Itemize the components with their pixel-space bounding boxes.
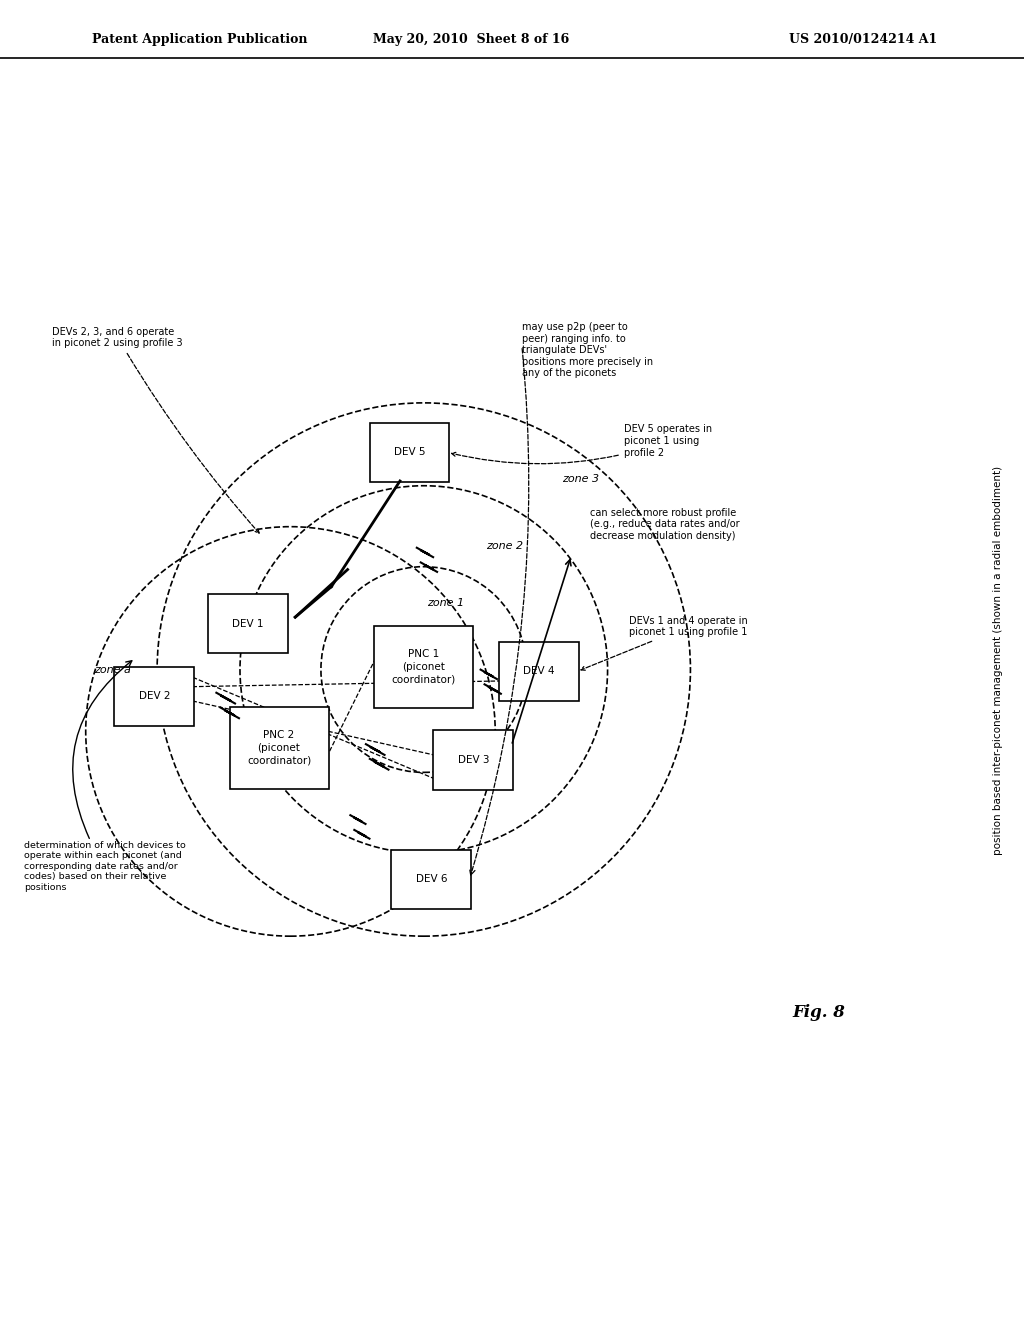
FancyBboxPatch shape [115, 667, 195, 726]
FancyBboxPatch shape [370, 422, 450, 482]
Text: DEVs 2, 3, and 6 operate
in piconet 2 using profile 3: DEVs 2, 3, and 6 operate in piconet 2 us… [52, 326, 259, 533]
FancyBboxPatch shape [499, 642, 579, 701]
Text: DEV 5: DEV 5 [394, 447, 425, 458]
Text: Fig. 8: Fig. 8 [793, 1003, 846, 1020]
Text: DEV 2: DEV 2 [138, 692, 170, 701]
Text: Patent Application Publication: Patent Application Publication [92, 33, 307, 46]
FancyBboxPatch shape [374, 626, 473, 708]
Text: DEV 3: DEV 3 [458, 755, 489, 766]
Text: zone 2: zone 2 [486, 541, 523, 550]
Text: DEVs 1 and 4 operate in
piconet 1 using profile 1: DEVs 1 and 4 operate in piconet 1 using … [581, 616, 748, 671]
Text: May 20, 2010  Sheet 8 of 16: May 20, 2010 Sheet 8 of 16 [373, 33, 569, 46]
Text: determination of which devices to
operate within each piconet (and
corresponding: determination of which devices to operat… [24, 841, 185, 891]
Text: zone 3: zone 3 [562, 474, 599, 484]
Text: may use p2p (peer to
peer) ranging info. to
triangulate DEVs'
positions more pre: may use p2p (peer to peer) ranging info.… [522, 322, 653, 379]
Text: PNC 1
(piconet
coordinator): PNC 1 (piconet coordinator) [391, 649, 456, 684]
FancyBboxPatch shape [433, 730, 513, 789]
Text: position based inter-piconet management (shown in a radial embodiment): position based inter-piconet management … [993, 466, 1004, 854]
Text: can select more robust profile
(e.g., reduce data rates and/or
decrease modulati: can select more robust profile (e.g., re… [591, 508, 740, 541]
Text: DEV 1: DEV 1 [231, 619, 263, 628]
FancyBboxPatch shape [229, 706, 329, 788]
Text: zone 1: zone 1 [427, 598, 464, 609]
Text: DEV 5 operates in
piconet 1 using
profile 2: DEV 5 operates in piconet 1 using profil… [452, 424, 712, 463]
Text: zone a: zone a [94, 664, 131, 675]
Text: DEV 6: DEV 6 [416, 874, 447, 884]
Text: US 2010/0124214 A1: US 2010/0124214 A1 [788, 33, 937, 46]
Text: DEV 4: DEV 4 [523, 667, 555, 676]
FancyBboxPatch shape [208, 594, 288, 653]
Text: PNC 2
(piconet
coordinator): PNC 2 (piconet coordinator) [247, 730, 311, 766]
FancyBboxPatch shape [391, 850, 471, 908]
